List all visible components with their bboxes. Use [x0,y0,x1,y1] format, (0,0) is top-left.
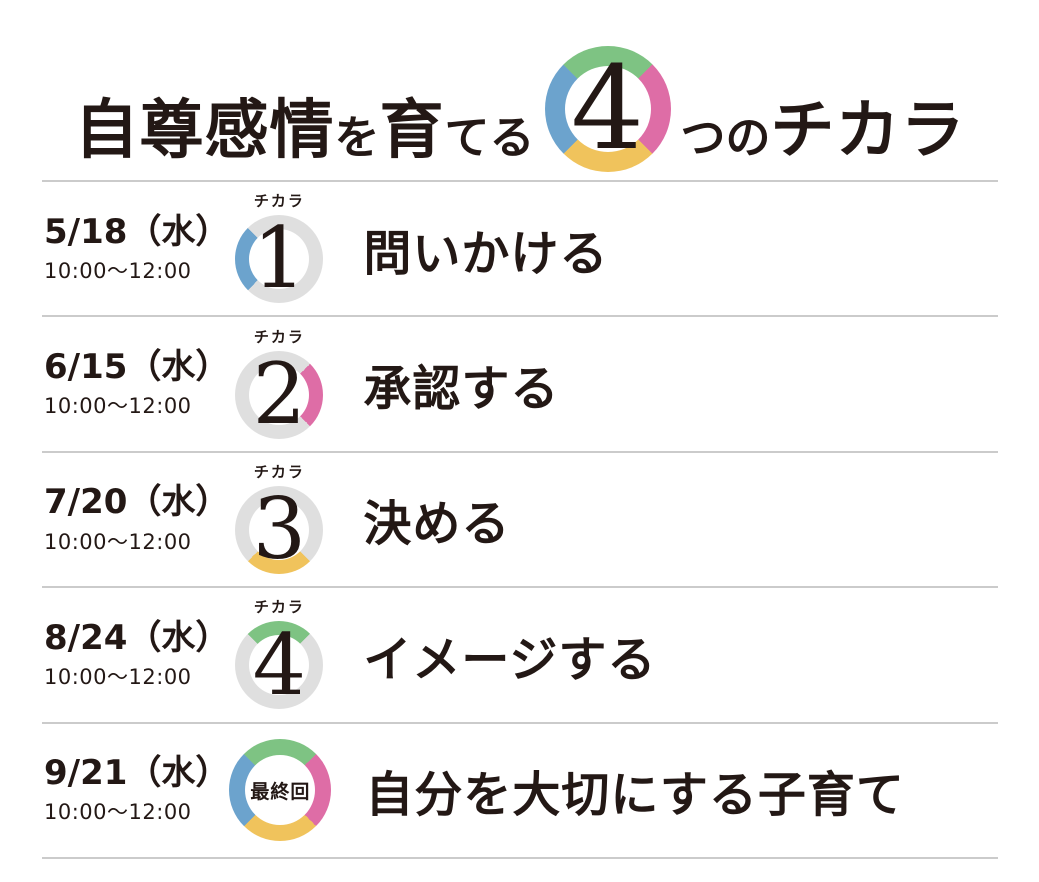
session-number: 2 [252,344,307,443]
final-session-label: 最終回 [250,780,311,803]
power-ring-icon: 最終回 [229,739,332,842]
session-row: 8/24（水） 10:00～12:00 チカラ 4 イメージする [42,586,998,721]
session-number: 1 [252,209,307,308]
session-title: 問いかける [363,225,609,282]
session-number: 3 [252,480,307,579]
session-title: 決める [363,496,511,553]
ring-inner-circle [249,635,310,696]
title-segment-small: を [334,111,380,164]
session-date: 5/18（水） [44,211,230,252]
ring-inner-circle [249,229,310,290]
session-time: 10:00～12:00 [44,800,192,825]
four-powers-ring-icon: 4 [544,41,671,176]
session-row: 9/21（水） 10:00～12:00 最終回 自分を大切にする子育て [42,721,998,857]
session-date: 8/24（水） [44,617,230,658]
session-time: 10:00～12:00 [44,664,192,689]
power-ring-icon: 2 [235,344,324,443]
power-ring-icon: 4 [235,615,324,714]
session-icon-column: チカラ 2 [229,327,329,443]
session-time: 10:00～12:00 [44,394,192,419]
session-date: 7/20（水） [44,482,230,523]
title-segment-small: つの [680,111,771,164]
ring-inner-circle [245,755,316,826]
session-datetime: 7/20（水） 10:00～12:00 [42,483,229,555]
final-session-label [235,351,323,439]
session-title: 承認する [363,361,560,418]
title-ring-number: 4 [570,41,645,176]
power-badge-label: チカラ [253,192,305,211]
session-number: 4 [252,615,307,714]
ring-inner-circle [249,364,310,425]
session-date: 9/21（水） [44,753,230,794]
title-segment-large: チカラ [770,94,966,168]
session-list: 5/18（水） 10:00～12:00 チカラ 1 問いかける 6/15（水） … [42,180,998,859]
title-segment-small: てる [444,111,535,164]
title-segment-large: 育 [379,94,445,168]
ring-inner-circle [249,499,310,560]
session-icon-column: 最終回 [229,739,332,842]
session-datetime: 8/24（水） 10:00～12:00 [42,617,230,691]
session-icon-column: チカラ 1 [229,192,329,308]
session-icon-column: チカラ 4 [229,598,329,714]
power-ring-icon: 1 [235,209,324,308]
session-title: イメージする [363,631,657,688]
session-row: 7/20（水） 10:00～12:00 チカラ 3 決める [42,450,998,586]
page-title: 自尊感情 を 育 てる 4 つの チカラ [42,0,998,180]
ring-inner-circle [564,66,651,152]
power-badge-label: チカラ [253,462,305,481]
final-session-label [235,486,323,574]
session-time: 10:00～12:00 [44,529,192,554]
session-time: 10:00～12:00 [44,258,192,283]
power-badge-label: チカラ [253,598,305,617]
flyer: 自尊感情 を 育 てる 4 つの チカラ 5/18（水） 10:00～12:00… [42,0,998,859]
session-row: 5/18（水） 10:00～12:00 チカラ 1 問いかける [42,180,998,315]
title-segment-large: 自尊感情 [74,94,335,168]
session-row: 6/15（水） 10:00～12:00 チカラ 2 承認する [42,315,998,450]
session-title: 自分を大切にする子育て [365,767,905,824]
power-ring-icon: 3 [235,480,324,579]
power-badge-label: チカラ [253,327,305,346]
session-datetime: 6/15（水） 10:00～12:00 [42,347,230,420]
final-session-label [235,215,323,303]
session-datetime: 5/18（水） 10:00～12:00 [42,211,230,285]
session-datetime: 9/21（水） 10:00～12:00 [42,754,229,826]
session-date: 6/15（水） [44,347,230,388]
final-session-label [235,621,323,709]
session-icon-column: チカラ 3 [229,462,329,579]
